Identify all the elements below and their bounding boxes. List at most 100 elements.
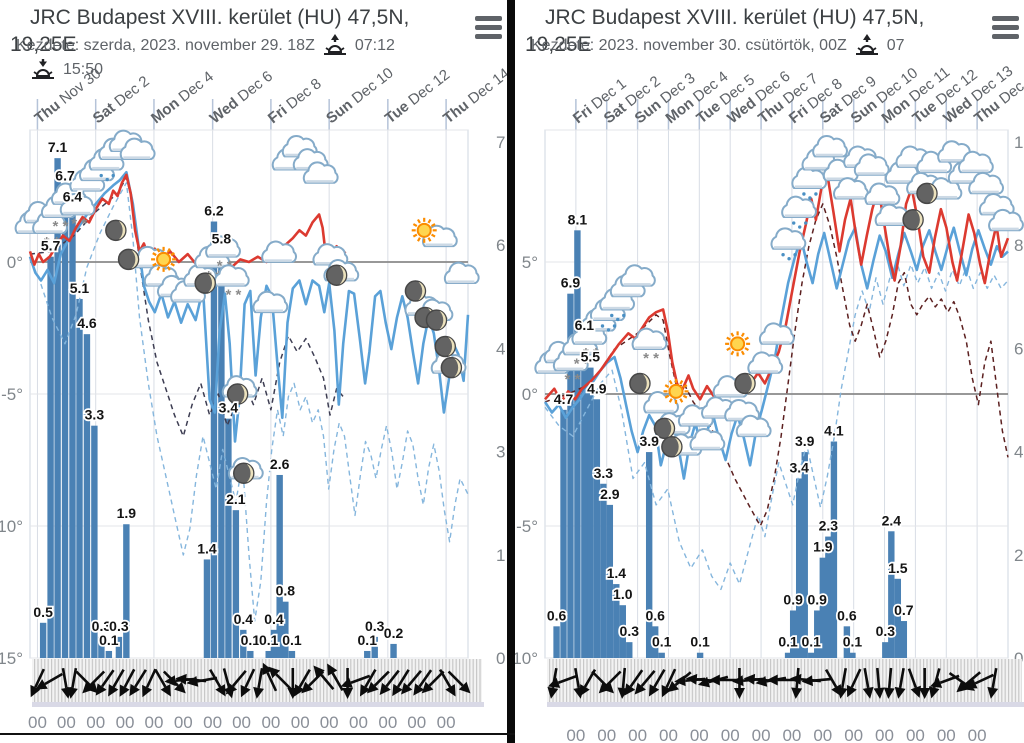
precip-bar [888, 531, 895, 658]
precip-value-label: 3.9 [795, 433, 815, 449]
precip-bar [606, 504, 614, 658]
precip-bar-labels: 0.55.77.16.76.45.14.63.30.30.10.31.91.46… [32, 137, 406, 649]
precip-value-label: 0.6 [547, 607, 567, 623]
precip-value-label: 0.3 [620, 623, 640, 639]
wind-arrow-icon [862, 667, 874, 699]
precip-value-label: 0.7 [894, 602, 914, 618]
precip-value-label: 1.4 [607, 565, 627, 581]
precip-value-label: 1.9 [117, 505, 137, 521]
cloud-icon: * * [59, 193, 96, 232]
precip-bar [83, 334, 91, 658]
cloud-icon [735, 414, 772, 438]
precip-bar-labels: 0.6 4.7 6.9 8.1 6.1 5.5 4.9 3.3 2.9 1.4 1.0 0.3 3.9 0… [545, 210, 915, 652]
precip-tick-label: 0 [1014, 649, 1023, 668]
hour-label: 00 [144, 713, 163, 732]
rain-marks [111, 173, 115, 178]
wind-arrow-icon [624, 669, 644, 696]
wind-arrow-icon [661, 668, 677, 698]
moon-icon [232, 462, 255, 484]
moon-icon [629, 372, 651, 395]
meteogram-panel-right: Fri Dec 1 Sat Dec 2 Sun Dec 3 Mon Dec 4 Tue … [515, 0, 1024, 743]
cloud-icon [443, 261, 480, 285]
precip-bar [894, 578, 902, 658]
run-start-label: Kezdete: szerda, 2023. november 29. 18Z [16, 37, 315, 54]
cloud-icon [689, 428, 726, 451]
cloud-icon [302, 161, 339, 184]
wind-arrow-icon [801, 675, 833, 687]
precip-bar [613, 584, 620, 658]
hour-label: 00 [813, 726, 832, 743]
page-title: JRC Budapest XVIII. kerület (HU) 47,5N, [30, 6, 410, 29]
precip-bar [282, 601, 289, 658]
day-label: Wed Dec 6 [207, 68, 276, 127]
precip-value-label: 3.4 [789, 459, 809, 475]
wind-arrow-icon [35, 672, 63, 690]
precip-value-label: 1.9 [813, 539, 833, 555]
moon-icon [734, 372, 756, 395]
cloud-icon [119, 137, 156, 160]
precip-value-label: 0.3 [876, 623, 896, 639]
run-start-row: Kezdete: szerda, 2023. november 29. 18Z … [16, 34, 395, 58]
precip-value-label: 6.4 [63, 188, 83, 204]
moon-icon [425, 309, 448, 331]
precip-bar [843, 626, 851, 658]
precip-value-label: 5.5 [581, 349, 601, 365]
precip-value-label: 0.8 [276, 583, 296, 599]
precip-bar [825, 536, 832, 658]
precip-value-label: 6.9 [561, 275, 581, 291]
precip-tick-label: 6 [496, 236, 505, 255]
rain-marks [814, 192, 818, 196]
wind-arrow-icon [262, 662, 278, 692]
precip-tick-label: 7.5 [496, 133, 507, 152]
precip-bar [830, 441, 838, 658]
temp-tick-label: 0° [522, 385, 538, 404]
control-run-curve [544, 203, 1009, 527]
precip-value-label: 0.3 [92, 618, 112, 634]
sunrise-time: 07:12 [354, 37, 395, 54]
snow-marks: * * [52, 218, 68, 235]
wind-arrow-icon [648, 668, 666, 697]
precip-bar [218, 249, 225, 658]
cloud-icon: * * [631, 327, 668, 367]
sun-icon [151, 246, 177, 272]
sun-icon [411, 217, 437, 243]
sun-icon [725, 331, 751, 357]
precip-bar [789, 610, 797, 658]
hour-label: 00 [721, 726, 740, 743]
temp-tick-label: -10° [515, 649, 538, 668]
sunset-row: 15:50 [28, 58, 103, 82]
precip-value-label: 3.3 [594, 465, 614, 481]
cloud-icon [781, 195, 817, 229]
hour-label: 00 [349, 713, 368, 732]
precip-bar [574, 230, 581, 658]
menu-icon[interactable] [475, 16, 502, 39]
hour-label: 00 [628, 726, 647, 743]
moon-icon [434, 335, 456, 358]
precip-bar [849, 652, 856, 658]
precip-tick-label: 2 [1014, 546, 1023, 565]
precip-value-label: 0.1 [259, 632, 279, 648]
snow-marks: * * [583, 345, 599, 362]
precip-tick-label: 4.5 [496, 339, 507, 358]
wind-arrow-icon [438, 668, 456, 697]
wind-arrow-icon [225, 669, 247, 695]
sunset-icon [32, 59, 54, 79]
menu-icon[interactable] [992, 16, 1019, 39]
page-title-line2: 19,25E [525, 33, 592, 56]
hour-label: 00 [437, 713, 456, 732]
wind-arrow-icon [894, 667, 906, 699]
moon-icon [194, 272, 216, 294]
moon-icon [902, 209, 924, 231]
day-label: Fri Dec 8 [265, 75, 325, 127]
wind-arrow-icon [154, 668, 171, 697]
moon-icon [653, 417, 676, 440]
wind-arrow-icon [294, 668, 311, 697]
page-title-line2: 19,25E [10, 33, 77, 56]
cloud-icon: * * [213, 264, 250, 304]
precip-bar [276, 474, 283, 658]
hour-label: 00 [659, 726, 678, 743]
precip-bar [364, 650, 371, 658]
wind-strip [547, 659, 1024, 707]
temp-tick-label: -10° [0, 517, 23, 536]
